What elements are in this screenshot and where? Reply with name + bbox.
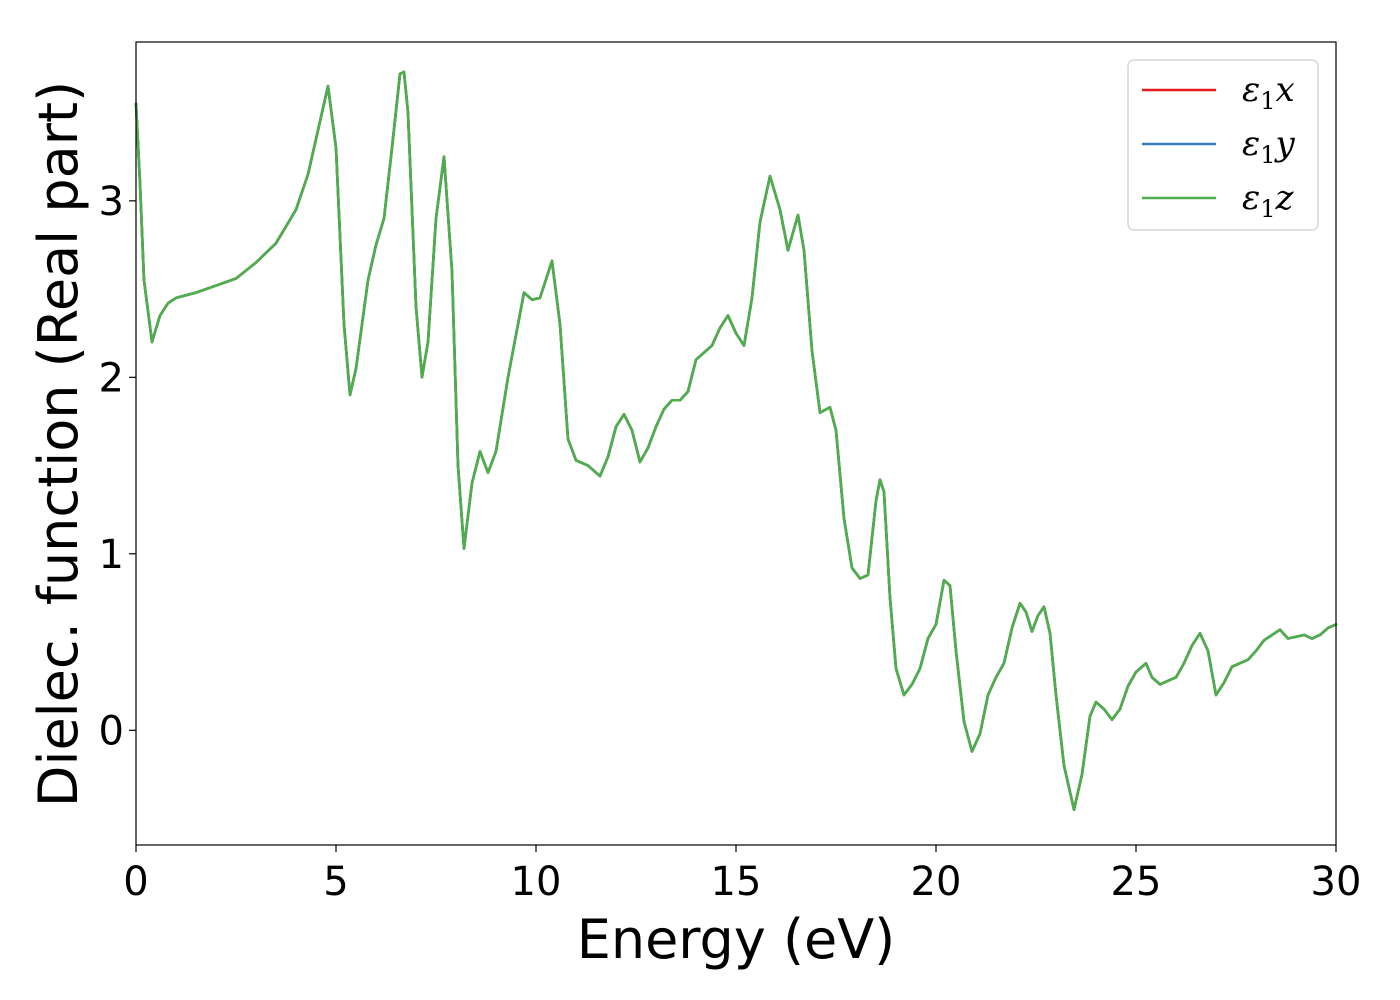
x-tick-label: 5: [323, 859, 348, 905]
legend-label-base: ε: [1242, 178, 1260, 218]
legend-label: ε1y: [1242, 124, 1296, 169]
legend-label: ε1x: [1242, 70, 1295, 115]
legend-label-base: ε: [1242, 124, 1260, 164]
legend-item-x: ε1x: [1142, 70, 1295, 115]
legend-box: [1127, 59, 1319, 231]
legend-label: ε1z: [1242, 178, 1295, 223]
legend-label-variable: z: [1275, 178, 1295, 218]
x-axis-label: Energy (eV): [577, 908, 896, 971]
x-tick-label: 10: [511, 859, 562, 905]
series-line-z: [134, 70, 1338, 811]
y-tick-label: 3: [99, 179, 124, 225]
x-tick-label: 0: [123, 859, 148, 905]
legend-label-subscript: 1: [1260, 195, 1275, 223]
y-tick-label: 2: [99, 355, 124, 401]
x-tick-label: 25: [1111, 859, 1162, 905]
legend-label-subscript: 1: [1260, 87, 1275, 115]
y-axis-ticks: 0 1 2 3: [99, 179, 136, 754]
legend-label-subscript: 1: [1260, 141, 1275, 169]
legend-label-base: ε: [1242, 70, 1260, 110]
x-tick-label: 30: [1311, 859, 1362, 905]
series-layer: [134, 70, 1338, 811]
x-tick-label: 20: [911, 859, 962, 905]
legend-label-variable: x: [1276, 70, 1295, 110]
y-tick-label: 1: [99, 532, 124, 578]
x-axis-ticks: 0 5 10 15 20 25 30: [123, 845, 1361, 905]
legend-item-z: ε1z: [1142, 178, 1295, 223]
y-tick-label: 0: [99, 708, 124, 754]
legend-item-y: ε1y: [1142, 124, 1296, 169]
x-tick-label: 15: [711, 859, 762, 905]
y-axis-label: Dielec. function (Real part): [27, 81, 90, 807]
legend-label-variable: y: [1274, 124, 1296, 164]
